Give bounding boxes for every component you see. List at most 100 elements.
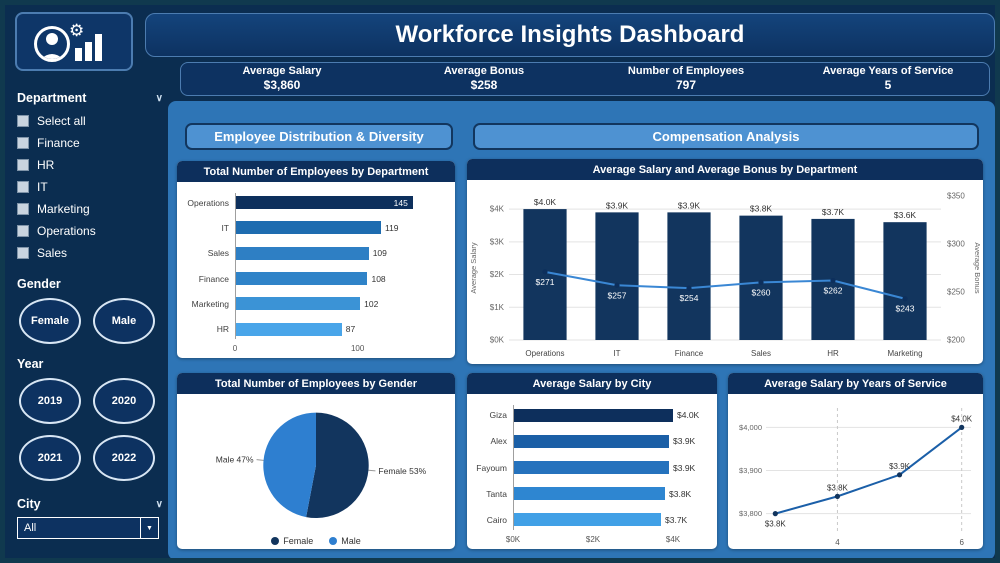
department-filter-header[interactable]: Department ∨ — [17, 91, 165, 105]
gender-button-female[interactable]: Female — [19, 298, 81, 344]
checkbox-icon[interactable] — [17, 137, 29, 149]
pie-slice-female[interactable] — [306, 412, 369, 518]
bar[interactable] — [513, 487, 665, 501]
salary-by-city-chart: Giza $4.0K Alex $3.9K Fayoum $3.9K Tanta $3.8K C… — [467, 394, 717, 549]
bar-row-tanta[interactable]: Tanta $3.8K — [471, 481, 711, 507]
bar-chart-icon — [75, 33, 102, 61]
chevron-down-icon: ∨ — [155, 92, 163, 104]
bar-value-label: $3.9K — [673, 462, 696, 473]
bar-value-label: 102 — [364, 298, 379, 309]
city-filter-header[interactable]: City ∨ — [17, 497, 165, 511]
department-option-marketing[interactable]: Marketing — [17, 198, 165, 220]
chart-title: Average Salary by Years of Service — [728, 373, 983, 394]
city-select[interactable]: All ▼ — [17, 517, 159, 539]
checkbox-icon[interactable] — [17, 225, 29, 237]
bar[interactable] — [513, 408, 673, 422]
svg-text:$4.0K: $4.0K — [951, 414, 973, 423]
category-label: Operations — [187, 197, 229, 208]
svg-text:HR: HR — [827, 349, 839, 358]
bonus-point[interactable] — [758, 279, 764, 285]
bar-row-alex[interactable]: Alex $3.9K — [471, 428, 711, 454]
bar-row-it[interactable]: IT 119 — [181, 215, 449, 240]
page-title: Workforce Insights Dashboard — [395, 21, 745, 48]
line-point[interactable] — [959, 424, 965, 430]
bar[interactable] — [235, 196, 413, 210]
bar-row-operations[interactable]: Operations 145 — [181, 190, 449, 215]
bar[interactable] — [235, 272, 368, 286]
checkbox-icon[interactable] — [17, 115, 29, 127]
logo: ⚙ — [15, 12, 133, 71]
line-point[interactable] — [896, 472, 903, 478]
department-option-finance[interactable]: Finance — [17, 132, 165, 154]
year-label: Year — [17, 357, 44, 371]
kpi-value: 797 — [675, 78, 697, 93]
checkbox-icon[interactable] — [17, 181, 29, 193]
year-button-2021[interactable]: 2021 — [19, 435, 81, 481]
bonus-point[interactable] — [830, 277, 836, 284]
bar[interactable] — [513, 513, 661, 527]
bar-value-label: 145 — [393, 197, 408, 208]
svg-text:$4,000: $4,000 — [739, 423, 762, 432]
bonus-point[interactable] — [614, 282, 620, 288]
chart-title: Total Number of Employees by Department — [177, 161, 455, 182]
bar-row-marketing[interactable]: Marketing 102 — [181, 291, 449, 316]
bar-value-label: $3.7K — [665, 514, 688, 525]
bar-value-label: 119 — [384, 222, 399, 233]
svg-text:$3.9K: $3.9K — [606, 200, 629, 210]
legend-item-female[interactable]: Female — [271, 536, 313, 546]
salary-bar[interactable] — [739, 215, 783, 340]
legend-label: Female — [283, 536, 314, 546]
category-label: Alex — [490, 436, 507, 447]
bar-value-label: 87 — [345, 324, 356, 335]
pie-slice-male[interactable] — [263, 412, 316, 518]
department-option-select-all[interactable]: Select all — [17, 110, 165, 132]
legend-item-male[interactable]: Male — [329, 536, 361, 546]
pie-legend: Female Male — [177, 536, 455, 546]
bonus-point[interactable] — [542, 269, 548, 275]
checkbox-icon[interactable] — [17, 247, 29, 259]
salary-bar[interactable] — [883, 222, 927, 340]
bar-row-sales[interactable]: Sales 109 — [181, 241, 449, 266]
category-label: Finance — [198, 273, 229, 284]
bar[interactable] — [235, 297, 361, 311]
svg-text:$4K: $4K — [490, 205, 505, 214]
gender-button-male[interactable]: Male — [93, 298, 155, 344]
bonus-point[interactable] — [902, 296, 908, 302]
department-option-label: Marketing — [37, 202, 90, 216]
department-option-it[interactable]: IT — [17, 176, 165, 198]
svg-text:$2K: $2K — [490, 270, 505, 279]
salary-bar[interactable] — [595, 212, 639, 340]
department-option-label: HR — [37, 158, 55, 172]
bar[interactable] — [235, 246, 369, 260]
bar[interactable] — [513, 434, 669, 448]
department-option-hr[interactable]: HR — [17, 154, 165, 176]
bar-row-giza[interactable]: Giza $4.0K — [471, 402, 711, 428]
kpi-label: Number of Employees — [627, 64, 745, 77]
year-button-2020[interactable]: 2020 — [93, 378, 155, 424]
pie-chart-svg: Female 53% Male 47% — [216, 412, 427, 518]
salary-bar[interactable] — [667, 212, 711, 340]
bar[interactable] — [513, 461, 669, 474]
bar-value-label: $4.0K — [677, 410, 700, 421]
checkbox-icon[interactable] — [17, 159, 29, 171]
kpi-label: Average Salary — [242, 64, 322, 77]
svg-text:IT: IT — [613, 349, 620, 358]
line-point[interactable] — [834, 493, 841, 499]
department-option-sales[interactable]: Sales — [17, 242, 165, 264]
bar-row-finance[interactable]: Finance 108 — [181, 266, 449, 291]
bar-row-hr[interactable]: HR 87 — [181, 317, 449, 342]
department-option-operations[interactable]: Operations — [17, 220, 165, 242]
bar[interactable] — [235, 322, 342, 336]
title-bar: Workforce Insights Dashboard — [145, 13, 995, 57]
svg-text:$1K: $1K — [490, 303, 505, 312]
year-button-2019[interactable]: 2019 — [19, 378, 81, 424]
line-point[interactable] — [772, 511, 778, 517]
year-button-2022[interactable]: 2022 — [93, 435, 155, 481]
bonus-point[interactable] — [686, 285, 692, 291]
svg-text:Average Salary: Average Salary — [469, 242, 478, 293]
bar-row-fayoum[interactable]: Fayoum $3.9K — [471, 454, 711, 480]
bar-row-cairo[interactable]: Cairo $3.7K — [471, 507, 711, 533]
category-label: Giza — [489, 410, 507, 421]
checkbox-icon[interactable] — [17, 203, 29, 215]
bar[interactable] — [235, 221, 381, 235]
